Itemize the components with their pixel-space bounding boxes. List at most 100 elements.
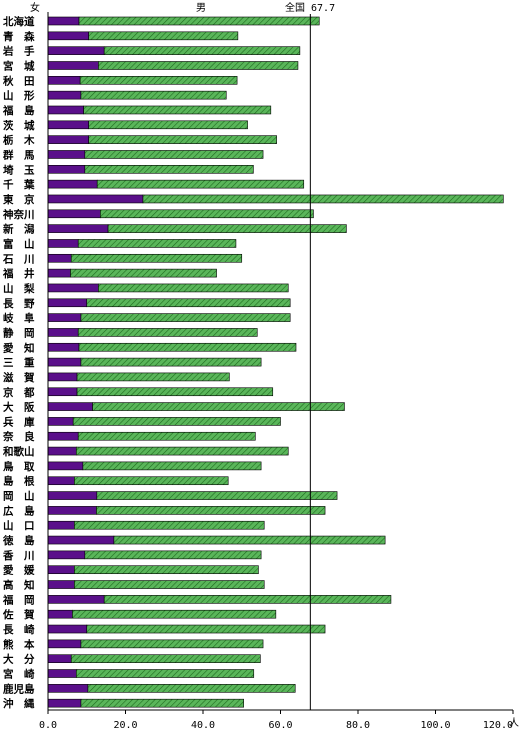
bar-male — [88, 31, 239, 41]
category-label: 秋 田 — [3, 74, 35, 87]
bar-male — [103, 46, 301, 55]
bar-female — [47, 76, 81, 85]
category-label: 東 京 — [3, 193, 35, 206]
category-label: 京 都 — [3, 386, 35, 399]
bar-male — [142, 194, 504, 204]
bar-male — [75, 669, 255, 678]
category-label: 大 分 — [3, 653, 35, 666]
bar-female — [47, 476, 75, 486]
category-label: 三 重 — [3, 356, 35, 369]
category-label: 茨 城 — [3, 119, 35, 132]
bar-male — [74, 476, 229, 486]
category-label: 宮 崎 — [3, 668, 35, 681]
bar-female — [47, 46, 105, 55]
bar-male — [70, 654, 261, 663]
bar-female — [47, 209, 101, 219]
category-label: 千 葉 — [3, 178, 35, 191]
category-label: 滋 賀 — [3, 371, 35, 384]
bar-female — [47, 328, 79, 337]
bar-female — [47, 654, 72, 663]
bar-female — [47, 16, 80, 26]
category-label: 静 岡 — [3, 326, 35, 339]
bar-male — [84, 550, 262, 560]
category-label: 大 阪 — [3, 401, 35, 414]
category-label: 岩 手 — [2, 45, 35, 58]
category-label: 埼 玉 — [3, 163, 35, 176]
category-label: 奈 良 — [2, 430, 35, 443]
category-label: 愛 媛 — [3, 564, 35, 577]
bar-female — [47, 90, 82, 100]
bar-female — [47, 684, 89, 693]
bar-male — [80, 698, 244, 708]
bar-female — [47, 239, 79, 248]
bar-female — [47, 357, 82, 367]
bar-male — [70, 253, 243, 263]
legend-male: 男 — [196, 2, 206, 14]
bar-male — [96, 179, 305, 189]
category-label: 栃 木 — [3, 134, 35, 147]
category-label: 高 知 — [3, 579, 35, 592]
bar-female — [47, 150, 86, 159]
category-label: 和歌山 — [2, 445, 35, 458]
bar-female — [47, 253, 72, 263]
bar-male — [74, 520, 265, 530]
bar-female — [47, 135, 89, 144]
bar-female — [47, 580, 75, 589]
category-label: 山 梨 — [3, 282, 35, 295]
bar-male — [74, 580, 265, 589]
bar-female — [47, 461, 84, 471]
bar-male — [77, 431, 256, 441]
bar-male — [83, 105, 272, 115]
bar-male — [92, 402, 345, 411]
bar-male — [76, 387, 274, 397]
bar-female — [47, 669, 77, 678]
category-label: 山 形 — [3, 89, 35, 102]
bar-male — [84, 165, 254, 174]
bar-male — [82, 461, 262, 471]
bar-female — [47, 506, 97, 515]
bar-male — [88, 135, 277, 144]
bar-male — [86, 624, 326, 634]
bar-female — [47, 372, 78, 382]
x-tick-label: 20.0 — [113, 720, 137, 731]
bar-male — [78, 342, 297, 352]
category-label: 鹿児島 — [3, 682, 35, 695]
bar-female — [47, 268, 71, 278]
bar-female — [47, 550, 86, 560]
category-label: 鳥 取 — [3, 460, 35, 473]
x-tick-label: 100.0 — [420, 720, 450, 731]
category-label: 岡 山 — [3, 490, 35, 503]
bar-female — [47, 105, 84, 115]
bar-male — [80, 313, 291, 322]
bar-male — [98, 61, 299, 70]
category-label: 富 山 — [3, 237, 35, 250]
bar-male — [103, 595, 392, 604]
category-label: 長 崎 — [3, 623, 35, 636]
category-label: 宮 城 — [3, 59, 35, 72]
bar-male — [107, 224, 347, 233]
bar-male — [72, 609, 277, 619]
bar-female — [47, 639, 82, 649]
bar-female — [47, 595, 105, 604]
bar-male — [72, 417, 281, 426]
bar-female — [47, 194, 144, 204]
category-label: 徳 島 — [2, 534, 35, 547]
x-tick-label: 0.0 — [39, 720, 57, 731]
category-label: 神奈川 — [3, 208, 35, 221]
category-label: 島 根 — [3, 475, 35, 488]
category-label: 沖 縄 — [3, 697, 35, 710]
bar-male — [96, 491, 338, 500]
bar-female — [47, 120, 89, 130]
category-label: 新 潟 — [3, 223, 35, 236]
bar-male — [80, 357, 262, 367]
category-label: 広 島 — [3, 504, 35, 517]
bar-male — [88, 120, 248, 130]
category-label: 青 森 — [3, 30, 35, 43]
bar-female — [47, 165, 86, 174]
category-label: 群 馬 — [3, 148, 35, 161]
bar-female — [47, 624, 88, 634]
bar-male — [80, 639, 264, 649]
bar-female — [47, 313, 82, 322]
bar-female — [47, 609, 73, 619]
